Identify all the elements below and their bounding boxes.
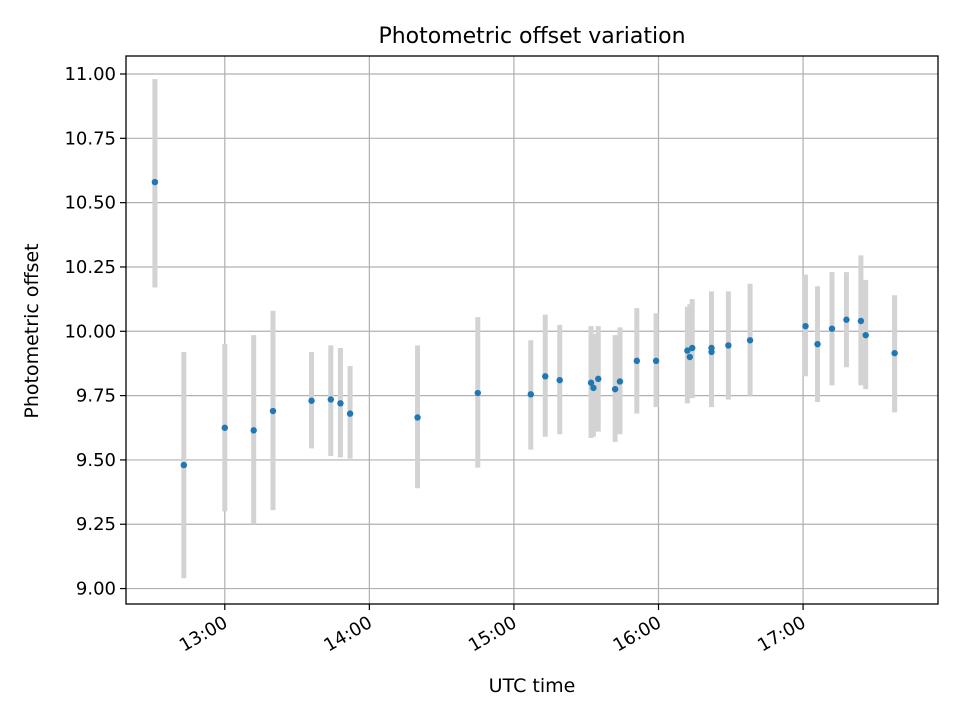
- chart-title: Photometric offset variation: [378, 24, 685, 49]
- data-point: [862, 331, 869, 339]
- data-point: [891, 349, 898, 357]
- data-point: [802, 322, 809, 330]
- plot-frame: [125, 55, 939, 605]
- data-point: [527, 391, 534, 398]
- data-point: [542, 373, 549, 380]
- data-point: [689, 344, 696, 352]
- data-point: [633, 357, 641, 365]
- y-tick-label: 10.00: [64, 321, 116, 342]
- data-point: [556, 376, 563, 384]
- y-tick-label: 11.00: [64, 64, 116, 85]
- data-point: [616, 378, 624, 385]
- data-point: [595, 375, 602, 383]
- data-point: [725, 342, 732, 349]
- data-point: [474, 389, 481, 397]
- y-tick-label: 9.00: [76, 579, 116, 600]
- data-point: [337, 400, 344, 407]
- data-point: [308, 397, 315, 404]
- data-point: [250, 427, 257, 434]
- y-tick-label: 9.25: [76, 514, 116, 535]
- data-point: [327, 396, 335, 403]
- data-point: [590, 384, 597, 392]
- data-point: [686, 353, 694, 361]
- data-point: [746, 337, 754, 344]
- data-point: [843, 316, 850, 323]
- data-point: [652, 357, 660, 365]
- y-axis: 9.00 9.25 9.50 9.75 10.00 10.25 10.50 10.75 11.0…: [64, 64, 126, 600]
- grid: [126, 56, 938, 604]
- y-tick-label: 10.25: [64, 257, 116, 278]
- y-tick-label: 9.75: [76, 386, 116, 407]
- data-point: [828, 325, 836, 332]
- data-point: [587, 379, 595, 386]
- data-point: [269, 407, 277, 415]
- data-point: [684, 347, 691, 354]
- data-points: [151, 178, 898, 469]
- x-axis-title: UTC time: [489, 675, 576, 697]
- data-point: [414, 414, 421, 421]
- data-point: [221, 424, 228, 431]
- data-point: [708, 348, 715, 356]
- y-axis-title: Photometric offset: [21, 243, 43, 418]
- data-point: [151, 178, 159, 186]
- data-point: [611, 385, 619, 393]
- data-point: [346, 410, 354, 417]
- y-tick-label: 10.75: [64, 128, 116, 149]
- data-point: [814, 340, 821, 348]
- data-point: [857, 317, 865, 325]
- y-tick-label: 10.50: [64, 193, 116, 214]
- data-point: [180, 461, 188, 469]
- y-tick-label: 9.50: [76, 450, 116, 471]
